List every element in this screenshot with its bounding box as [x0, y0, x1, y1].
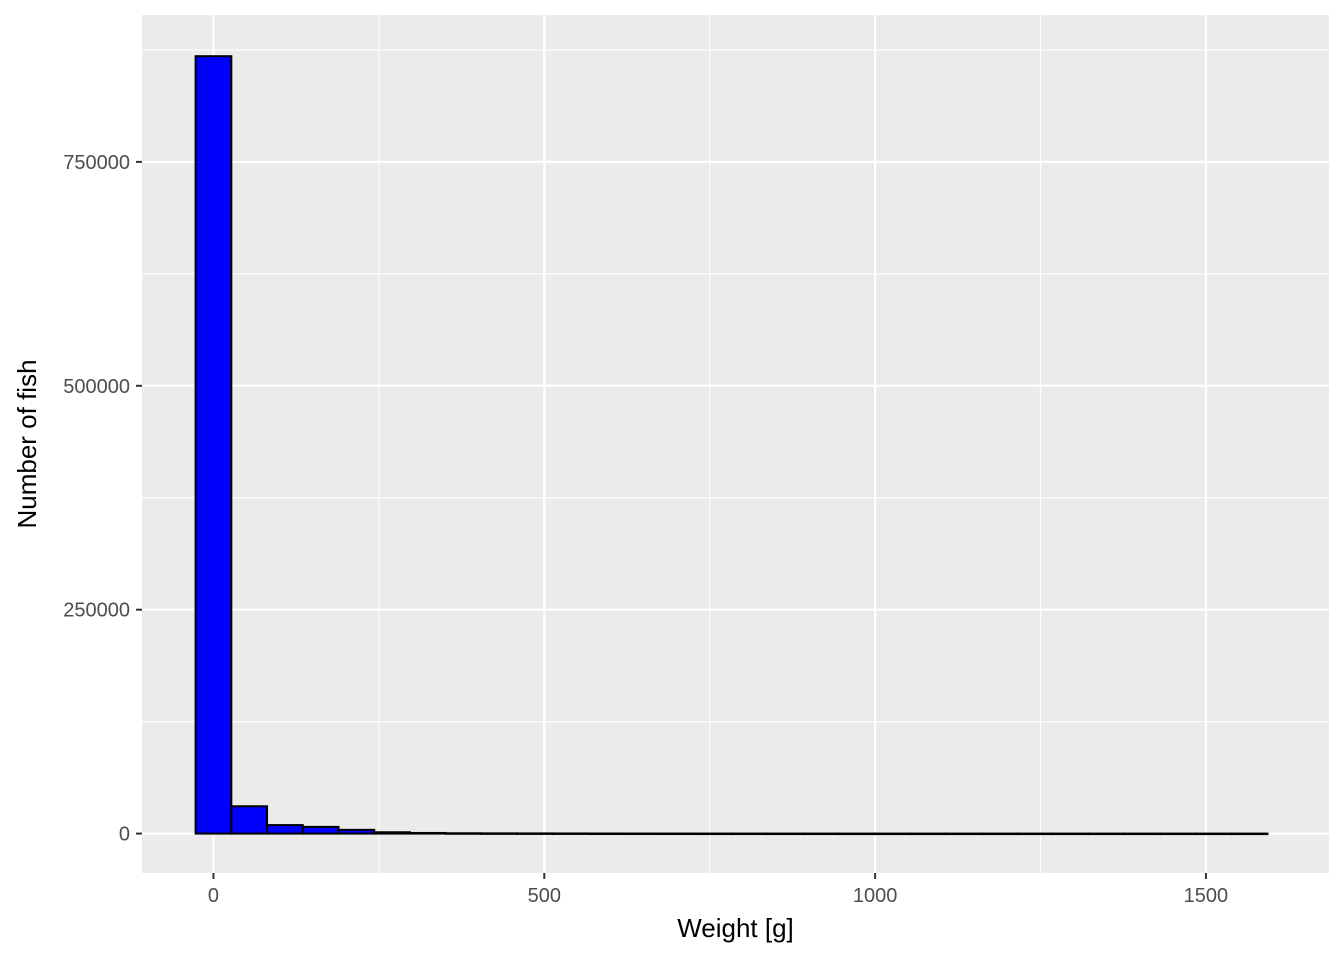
histogram-bar — [1052, 832, 1090, 836]
histogram-bar — [587, 832, 626, 836]
histogram-bar — [516, 832, 554, 835]
histogram-bar — [1087, 832, 1126, 836]
x-tick-label: 1500 — [1184, 885, 1229, 907]
histogram-bar — [480, 832, 519, 835]
histogram-bar — [944, 832, 983, 836]
histogram-bar — [551, 832, 590, 835]
histogram-bar — [1230, 832, 1269, 836]
plot-panel — [142, 15, 1329, 873]
x-tick-label: 0 — [208, 885, 219, 907]
histogram-bar — [1159, 832, 1198, 836]
histogram-bar — [230, 805, 269, 835]
histogram-bar — [408, 831, 447, 835]
histogram-bar — [623, 832, 662, 836]
y-tick-label: 750000 — [63, 152, 130, 174]
x-tick-label: 1000 — [853, 885, 898, 907]
x-axis-title: Weight [g] — [677, 913, 794, 943]
histogram-bars — [194, 55, 1269, 836]
histogram-bar — [1195, 832, 1233, 836]
histogram-bar — [194, 55, 233, 835]
y-tick-label: 250000 — [63, 600, 130, 622]
histogram-bar — [980, 832, 1019, 836]
histogram-bar — [909, 832, 947, 836]
y-tick-label: 0 — [119, 824, 130, 846]
x-tick-label: 500 — [528, 885, 561, 907]
histogram-bar — [659, 832, 697, 836]
y-tick-label: 500000 — [63, 376, 130, 398]
histogram-bar — [694, 832, 733, 836]
histogram-bar — [730, 832, 769, 836]
histogram-bar — [444, 832, 483, 835]
histogram-bar — [337, 828, 376, 835]
axes: 0 500 1000 1500 0 250000 500000 750000 — [63, 152, 1228, 907]
histogram-bar — [266, 824, 304, 835]
histogram-bar — [1123, 832, 1162, 836]
histogram-bar — [301, 825, 340, 835]
histogram-bar — [801, 832, 840, 836]
histogram-bar — [873, 832, 912, 836]
histogram-bar — [766, 832, 804, 836]
y-axis-title: Number of fish — [12, 359, 42, 528]
histogram-bar — [837, 832, 876, 836]
histogram-bar — [373, 831, 411, 835]
histogram-bar — [1016, 832, 1055, 836]
